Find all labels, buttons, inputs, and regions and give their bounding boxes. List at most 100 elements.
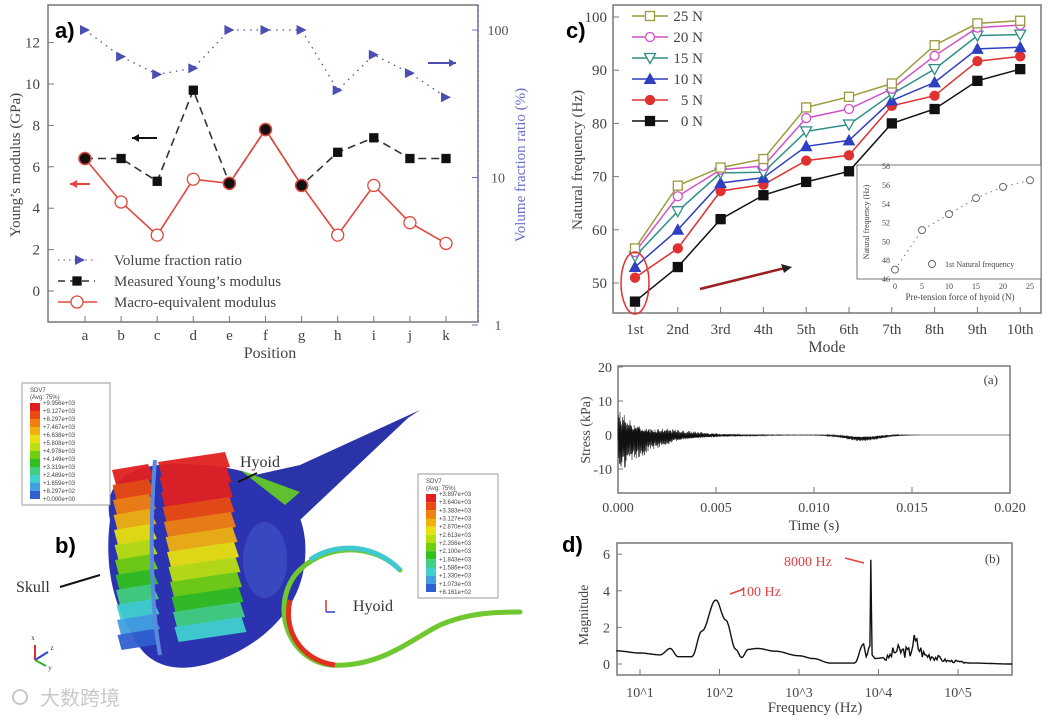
- data-point: [801, 176, 812, 188]
- legend-label: 25 N: [673, 9, 703, 25]
- y2-tick-label: 1: [495, 319, 502, 334]
- panel-d-spectrum-chart: 0 2 4 6 10^1 10^2 10^3 10^4 10^5 Frequency (Hz) Ma…: [562, 532, 1013, 716]
- data-point: [672, 191, 683, 202]
- x-tick-label: 10^5: [944, 686, 972, 701]
- y-tick-label: 6: [33, 160, 41, 176]
- y2-tick-label: 10: [491, 172, 505, 187]
- series-line-25n: [634, 19, 1021, 249]
- hyoid-label-side: Hyoid: [353, 598, 393, 615]
- inset-y-tick-label: 50: [882, 237, 890, 246]
- axis-z-label: z: [50, 644, 53, 652]
- legend-value: +8.297e+02: [43, 489, 76, 495]
- x-tick-label: k: [442, 328, 450, 344]
- legend-marker: [70, 295, 84, 309]
- data-point: [928, 63, 942, 76]
- y-tick-label: 2: [33, 243, 41, 259]
- hyoid-segment: [240, 470, 300, 505]
- y-tick-label: 4: [33, 201, 41, 217]
- data-point: [628, 260, 642, 272]
- panel-a-chart: 0 2 4 6 8 10 12 a b c d e f g h i j k Position Young’s modu…: [8, 4, 529, 362]
- stress-signal-line: [617, 411, 1010, 468]
- y-tick-label: 6: [603, 548, 610, 563]
- legend-label: Macro-equivalent modulus: [114, 295, 276, 311]
- x-tick-label: 2nd: [667, 322, 690, 338]
- data-point-measured: [222, 176, 237, 191]
- data-point-measured: [405, 153, 415, 164]
- inset-x-tick-label: 20: [999, 282, 1007, 291]
- data-point: [672, 180, 683, 191]
- data-point-volume: [260, 25, 271, 35]
- panel-label-b: b): [55, 533, 76, 558]
- legend-value: +2.100e+03: [439, 549, 472, 555]
- y-axis-label: Young’s modulus (GPa): [8, 93, 24, 237]
- data-point: [714, 176, 727, 188]
- x-tick-label: 10^1: [626, 686, 654, 701]
- trend-arrow-head: [781, 264, 792, 273]
- legend-color-swatch: [426, 494, 436, 503]
- legend-marker: [75, 255, 85, 265]
- subplot-tag: (a): [984, 372, 998, 387]
- data-point-measured: [78, 151, 92, 166]
- y-tick-label: 90: [592, 63, 607, 79]
- series-line-macro: [84, 128, 447, 245]
- x-tick-label: 7th: [882, 322, 902, 338]
- y-tick-label: 60: [592, 223, 607, 239]
- inset-x-tick-label: 15: [972, 282, 980, 291]
- data-point: [671, 206, 685, 219]
- legend-subtitle: (Avg: 75%): [30, 395, 60, 401]
- legend-color-swatch: [426, 575, 436, 584]
- x-axis-label: Mode: [808, 339, 845, 356]
- data-point: [843, 150, 855, 161]
- legend-marker: [72, 276, 82, 286]
- legend-value: +8.297e+03: [43, 417, 76, 423]
- legend-color-swatch: [30, 403, 40, 411]
- legend-label: 15 N: [673, 51, 703, 67]
- skull-label: Skull: [16, 579, 50, 596]
- y-tick-label: 10: [25, 77, 40, 93]
- x-axis-label: Frequency (Hz): [768, 700, 863, 716]
- legend-label: 0 N: [681, 114, 703, 130]
- data-point: [972, 75, 983, 86]
- y-axis-label: Natural frequency (Hz): [570, 90, 586, 230]
- inset-x-tick-label: 5: [920, 282, 924, 291]
- x-tick-label: c: [154, 328, 161, 344]
- inset-frame: [856, 164, 1042, 280]
- beak-shape: [255, 410, 420, 530]
- plot-frame: [612, 4, 1042, 314]
- data-point-measured: [294, 178, 309, 193]
- data-point-macro: [403, 216, 417, 230]
- legend-value: +2.489e+03: [43, 473, 76, 479]
- legend-value: +1.073e+03: [439, 582, 472, 588]
- data-point: [671, 223, 685, 235]
- inset-data-point: [918, 226, 926, 235]
- stress-band-right: [168, 557, 241, 582]
- data-point-volume: [332, 85, 343, 96]
- panel-label-c: c): [566, 18, 586, 43]
- contour-legend-legend_right: SDV7(Avg: 75%)+3.897e+03 +3.640e+03 +3.383…: [417, 473, 499, 599]
- x-tick-label: 9th: [968, 322, 988, 338]
- stress-band-right: [174, 617, 247, 642]
- legend-marker: [644, 10, 656, 22]
- x-tick-label: 6th: [839, 322, 859, 338]
- contour-legend-legend_left: SDV7(Avg: 75%)+9.956e+03 +9.127e+03 +8.297…: [21, 382, 111, 506]
- y-axis-label: Stress (kPa): [579, 396, 594, 464]
- y-tick-label: 0: [33, 284, 41, 300]
- y-tick-label: 70: [592, 170, 607, 186]
- x-axis-label: Time (s): [789, 518, 840, 534]
- legend-value: +4.978e+03: [43, 449, 76, 455]
- data-point: [886, 78, 897, 89]
- left-axis-arrow-black-head: [132, 134, 139, 142]
- plot-frame: [617, 365, 1011, 494]
- legend-color-swatch: [426, 510, 436, 519]
- axis-z-arrow: [34, 651, 49, 661]
- legend-color-swatch: [426, 526, 436, 535]
- y-tick-label: 0: [603, 658, 610, 673]
- data-point: [1015, 63, 1026, 75]
- y-tick-label: 100: [585, 10, 608, 26]
- data-point-volume: [368, 49, 379, 60]
- inset-data-point: [972, 194, 980, 203]
- panel-label-a: a): [55, 18, 75, 43]
- y-tick-label: 20: [598, 361, 612, 376]
- legend-color-swatch: [426, 534, 436, 543]
